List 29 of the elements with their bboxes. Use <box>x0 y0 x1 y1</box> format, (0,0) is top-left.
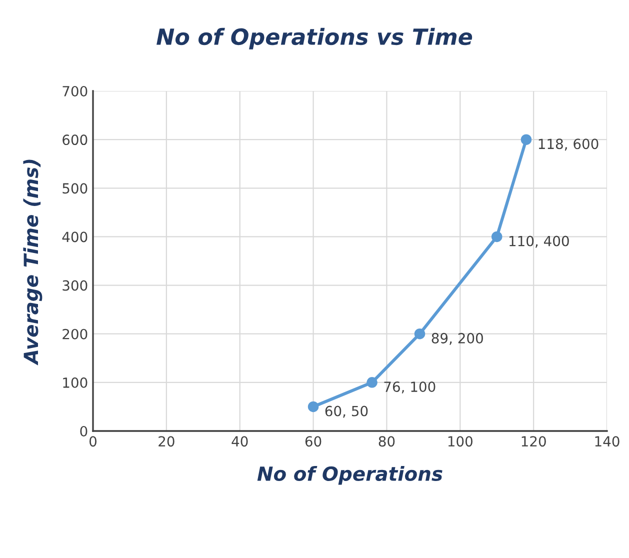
x-tick-label: 40 <box>232 436 248 447</box>
y-tick-label: 200 <box>62 328 88 340</box>
x-tick-label: 20 <box>158 436 174 447</box>
data-label: 89, 200 <box>432 332 483 345</box>
data-label: 110, 400 <box>509 236 569 248</box>
y-tick-label: 400 <box>62 232 88 242</box>
x-axis-title: No of Operations <box>257 466 442 485</box>
data-label: 76, 100 <box>384 382 436 394</box>
chart-title: No of Operations vs Time <box>156 28 472 50</box>
x-tick-label: 140 <box>595 436 620 447</box>
y-tick-label: 500 <box>62 183 88 194</box>
point <box>414 328 426 340</box>
point <box>366 377 378 388</box>
x-tick-label: 120 <box>522 436 546 447</box>
y-tick-label: 0 <box>80 426 88 436</box>
y-tick-label: 100 <box>63 377 88 388</box>
data-label: 60, 50 <box>325 406 368 418</box>
x-tick-label: 60 <box>305 436 322 447</box>
y-tick-label: 700 <box>62 86 88 96</box>
point <box>491 231 502 242</box>
y-axis-title: Average Time (ms) <box>23 160 42 366</box>
x-tick-label: 100 <box>448 436 472 447</box>
x-tick-label: 80 <box>378 436 395 447</box>
point <box>520 134 532 145</box>
y-tick-label: 600 <box>62 134 88 146</box>
data-label: 118, 600 <box>538 138 598 151</box>
x-tick-label: 0 <box>89 436 96 447</box>
point <box>308 401 319 412</box>
y-tick-label: 300 <box>62 280 88 291</box>
